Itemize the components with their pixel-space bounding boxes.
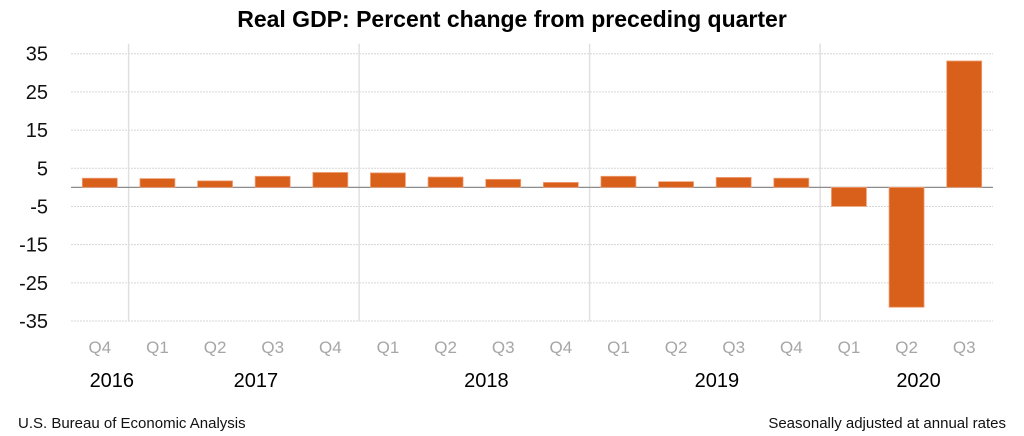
y-axis-ticks: 35 25 15 5 -5 -15 -25 -35 <box>19 44 48 333</box>
note-label: Seasonally adjusted at annual rates <box>768 415 1006 432</box>
x-tick-label: Q4 <box>549 338 572 357</box>
bar <box>658 181 694 188</box>
x-tick-label: Q3 <box>261 338 284 357</box>
y-tick-label: -25 <box>19 273 48 295</box>
x-tick-label: Q3 <box>492 338 515 357</box>
x-axis-labels: 2016 2017 2018 2019 2020 Q4 Q1 Q2 Q3 Q4 Q1 Q2 Q3 Q4 Q1… <box>88 338 975 392</box>
y-tick-label: 35 <box>26 44 48 66</box>
bar <box>773 177 810 188</box>
y-tick-label: -15 <box>19 235 48 257</box>
x-tick-label: Q4 <box>780 338 803 357</box>
x-tick-label: Q3 <box>953 338 976 357</box>
bar <box>81 177 118 188</box>
x-tick-label: Q1 <box>377 338 400 357</box>
year-label: 2020 <box>896 370 941 392</box>
x-tick-label: Q2 <box>665 338 688 357</box>
x-tick-label: Q4 <box>88 338 111 357</box>
y-tick-label: 15 <box>26 120 48 142</box>
bar <box>139 178 176 188</box>
x-tick-label: Q4 <box>319 338 342 357</box>
bar <box>485 178 522 188</box>
y-tick-label: 5 <box>37 158 48 180</box>
x-tick-label: Q2 <box>434 338 457 357</box>
year-label: 2017 <box>234 370 279 392</box>
bars <box>81 60 983 308</box>
x-tick-label: Q2 <box>204 338 227 357</box>
bar <box>831 186 867 207</box>
x-tick-label: Q1 <box>838 338 861 357</box>
y-tick-label: -35 <box>19 311 48 333</box>
bar <box>254 175 291 188</box>
bar <box>888 186 925 308</box>
x-tick-label: Q3 <box>722 338 745 357</box>
x-tick-label: Q2 <box>895 338 918 357</box>
bar <box>370 172 406 188</box>
x-tick-label: Q1 <box>607 338 630 357</box>
chart-title: Real GDP: Percent change from preceding … <box>237 6 787 32</box>
y-tick-label: -5 <box>30 196 48 218</box>
x-tick-label: Q1 <box>146 338 169 357</box>
bar <box>946 60 983 188</box>
bar <box>197 180 233 188</box>
bar <box>312 172 349 188</box>
bar <box>600 175 637 188</box>
year-label: 2018 <box>464 370 509 392</box>
y-tick-label: 25 <box>26 82 48 104</box>
source-label: U.S. Bureau of Economic Analysis <box>18 415 246 432</box>
year-label: 2019 <box>695 370 740 392</box>
bar <box>427 176 464 188</box>
year-label: 2016 <box>90 370 135 392</box>
bar <box>715 177 752 188</box>
bar <box>542 181 579 188</box>
